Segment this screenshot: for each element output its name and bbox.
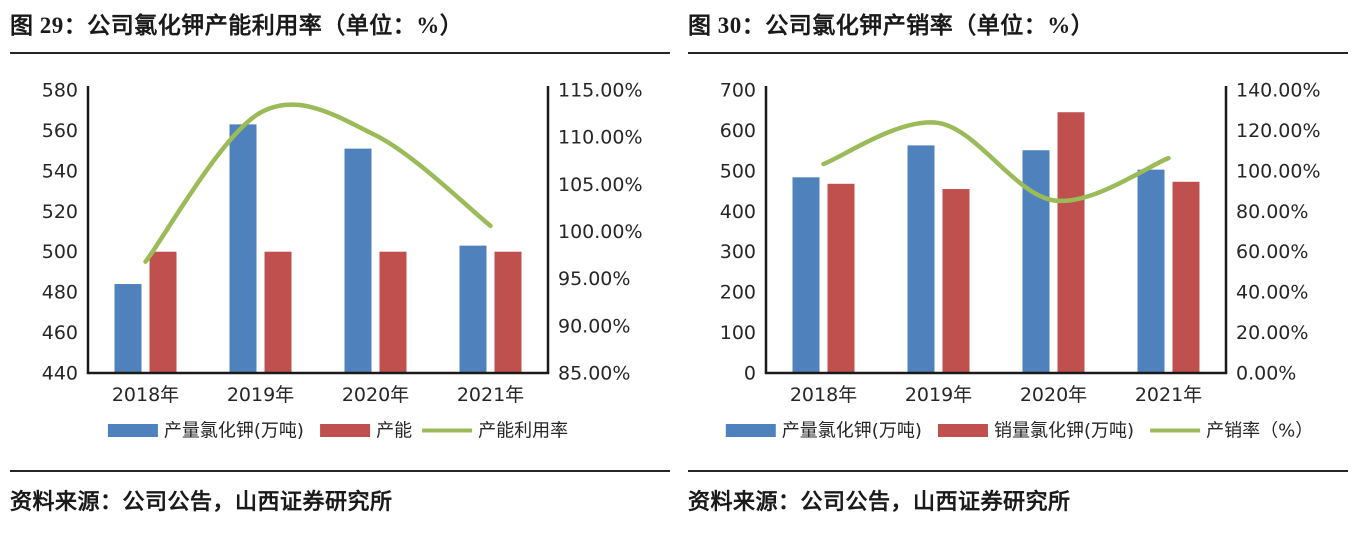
svg-text:480: 480 bbox=[42, 282, 78, 304]
svg-text:560: 560 bbox=[42, 120, 78, 142]
svg-text:600: 600 bbox=[720, 120, 756, 142]
svg-text:500: 500 bbox=[42, 241, 78, 263]
svg-text:105.00%: 105.00% bbox=[558, 174, 643, 196]
svg-text:销量氯化钾(万吨): 销量氯化钾(万吨) bbox=[994, 421, 1134, 442]
svg-text:2020年: 2020年 bbox=[342, 384, 409, 406]
svg-text:85.00%: 85.00% bbox=[558, 363, 630, 385]
svg-text:2019年: 2019年 bbox=[905, 384, 972, 406]
svg-text:产销率（%）: 产销率（%） bbox=[1206, 421, 1313, 442]
svg-text:90.00%: 90.00% bbox=[558, 315, 630, 337]
svg-text:20.00%: 20.00% bbox=[1236, 322, 1308, 344]
svg-text:500: 500 bbox=[720, 160, 756, 182]
title-divider bbox=[688, 52, 1348, 54]
svg-text:300: 300 bbox=[720, 241, 756, 263]
svg-text:100.00%: 100.00% bbox=[558, 221, 643, 243]
svg-text:产能: 产能 bbox=[376, 421, 412, 442]
svg-text:95.00%: 95.00% bbox=[558, 268, 630, 290]
svg-text:2021年: 2021年 bbox=[1135, 384, 1202, 406]
svg-text:2019年: 2019年 bbox=[227, 384, 294, 406]
svg-text:2018年: 2018年 bbox=[112, 384, 179, 406]
svg-text:产能利用率: 产能利用率 bbox=[478, 421, 568, 442]
svg-text:60.00%: 60.00% bbox=[1236, 241, 1308, 263]
svg-text:0.00%: 0.00% bbox=[1236, 363, 1296, 385]
svg-text:2021年: 2021年 bbox=[457, 384, 524, 406]
figure-29-chart: 580 560 540 520 500 480 460 440 115.00% 110.00% 10… bbox=[42, 80, 643, 442]
source-divider bbox=[10, 470, 670, 472]
svg-text:100: 100 bbox=[720, 322, 756, 344]
svg-text:110.00%: 110.00% bbox=[558, 127, 643, 149]
figure-29-source: 资料来源：公司公告，山西证券研究所 bbox=[10, 489, 393, 514]
svg-text:540: 540 bbox=[42, 160, 78, 182]
svg-text:2018年: 2018年 bbox=[790, 384, 857, 406]
svg-text:460: 460 bbox=[42, 322, 78, 344]
svg-text:580: 580 bbox=[42, 80, 78, 102]
figure-30-source: 资料来源：公司公告，山西证券研究所 bbox=[688, 489, 1071, 514]
svg-text:2020年: 2020年 bbox=[1020, 384, 1087, 406]
svg-text:440: 440 bbox=[42, 363, 78, 385]
figure-29-panel: 图 29：公司氯化钾产能利用率（单位：%） 580 560 540 520 500 480… bbox=[10, 13, 670, 514]
svg-text:115.00%: 115.00% bbox=[558, 80, 643, 102]
figure-30-chart: 700 600 500 400 300 200 100 0 140.00% 120.00% 100.… bbox=[720, 80, 1321, 442]
svg-text:700: 700 bbox=[720, 80, 756, 102]
svg-text:产量氯化钾(万吨): 产量氯化钾(万吨) bbox=[164, 421, 304, 442]
svg-text:0: 0 bbox=[744, 363, 756, 385]
svg-text:80.00%: 80.00% bbox=[1236, 201, 1308, 223]
svg-text:400: 400 bbox=[720, 201, 756, 223]
figure-29-title: 图 29：公司氯化钾产能利用率（单位：%） bbox=[10, 13, 464, 38]
source-divider bbox=[688, 470, 1348, 472]
svg-text:100.00%: 100.00% bbox=[1236, 160, 1321, 182]
figure-30-panel: 图 30：公司氯化钾产销率（单位：%） 700 600 500 400 300 200 10… bbox=[678, 0, 1356, 536]
title-divider bbox=[10, 52, 670, 54]
figure-30-title: 图 30：公司氯化钾产销率（单位：%） bbox=[688, 13, 1095, 38]
svg-text:520: 520 bbox=[42, 201, 78, 223]
svg-text:产量氯化钾(万吨): 产量氯化钾(万吨) bbox=[782, 421, 922, 442]
svg-text:200: 200 bbox=[720, 282, 756, 304]
svg-text:40.00%: 40.00% bbox=[1236, 282, 1308, 304]
svg-text:120.00%: 120.00% bbox=[1236, 120, 1321, 142]
svg-text:140.00%: 140.00% bbox=[1236, 80, 1321, 102]
